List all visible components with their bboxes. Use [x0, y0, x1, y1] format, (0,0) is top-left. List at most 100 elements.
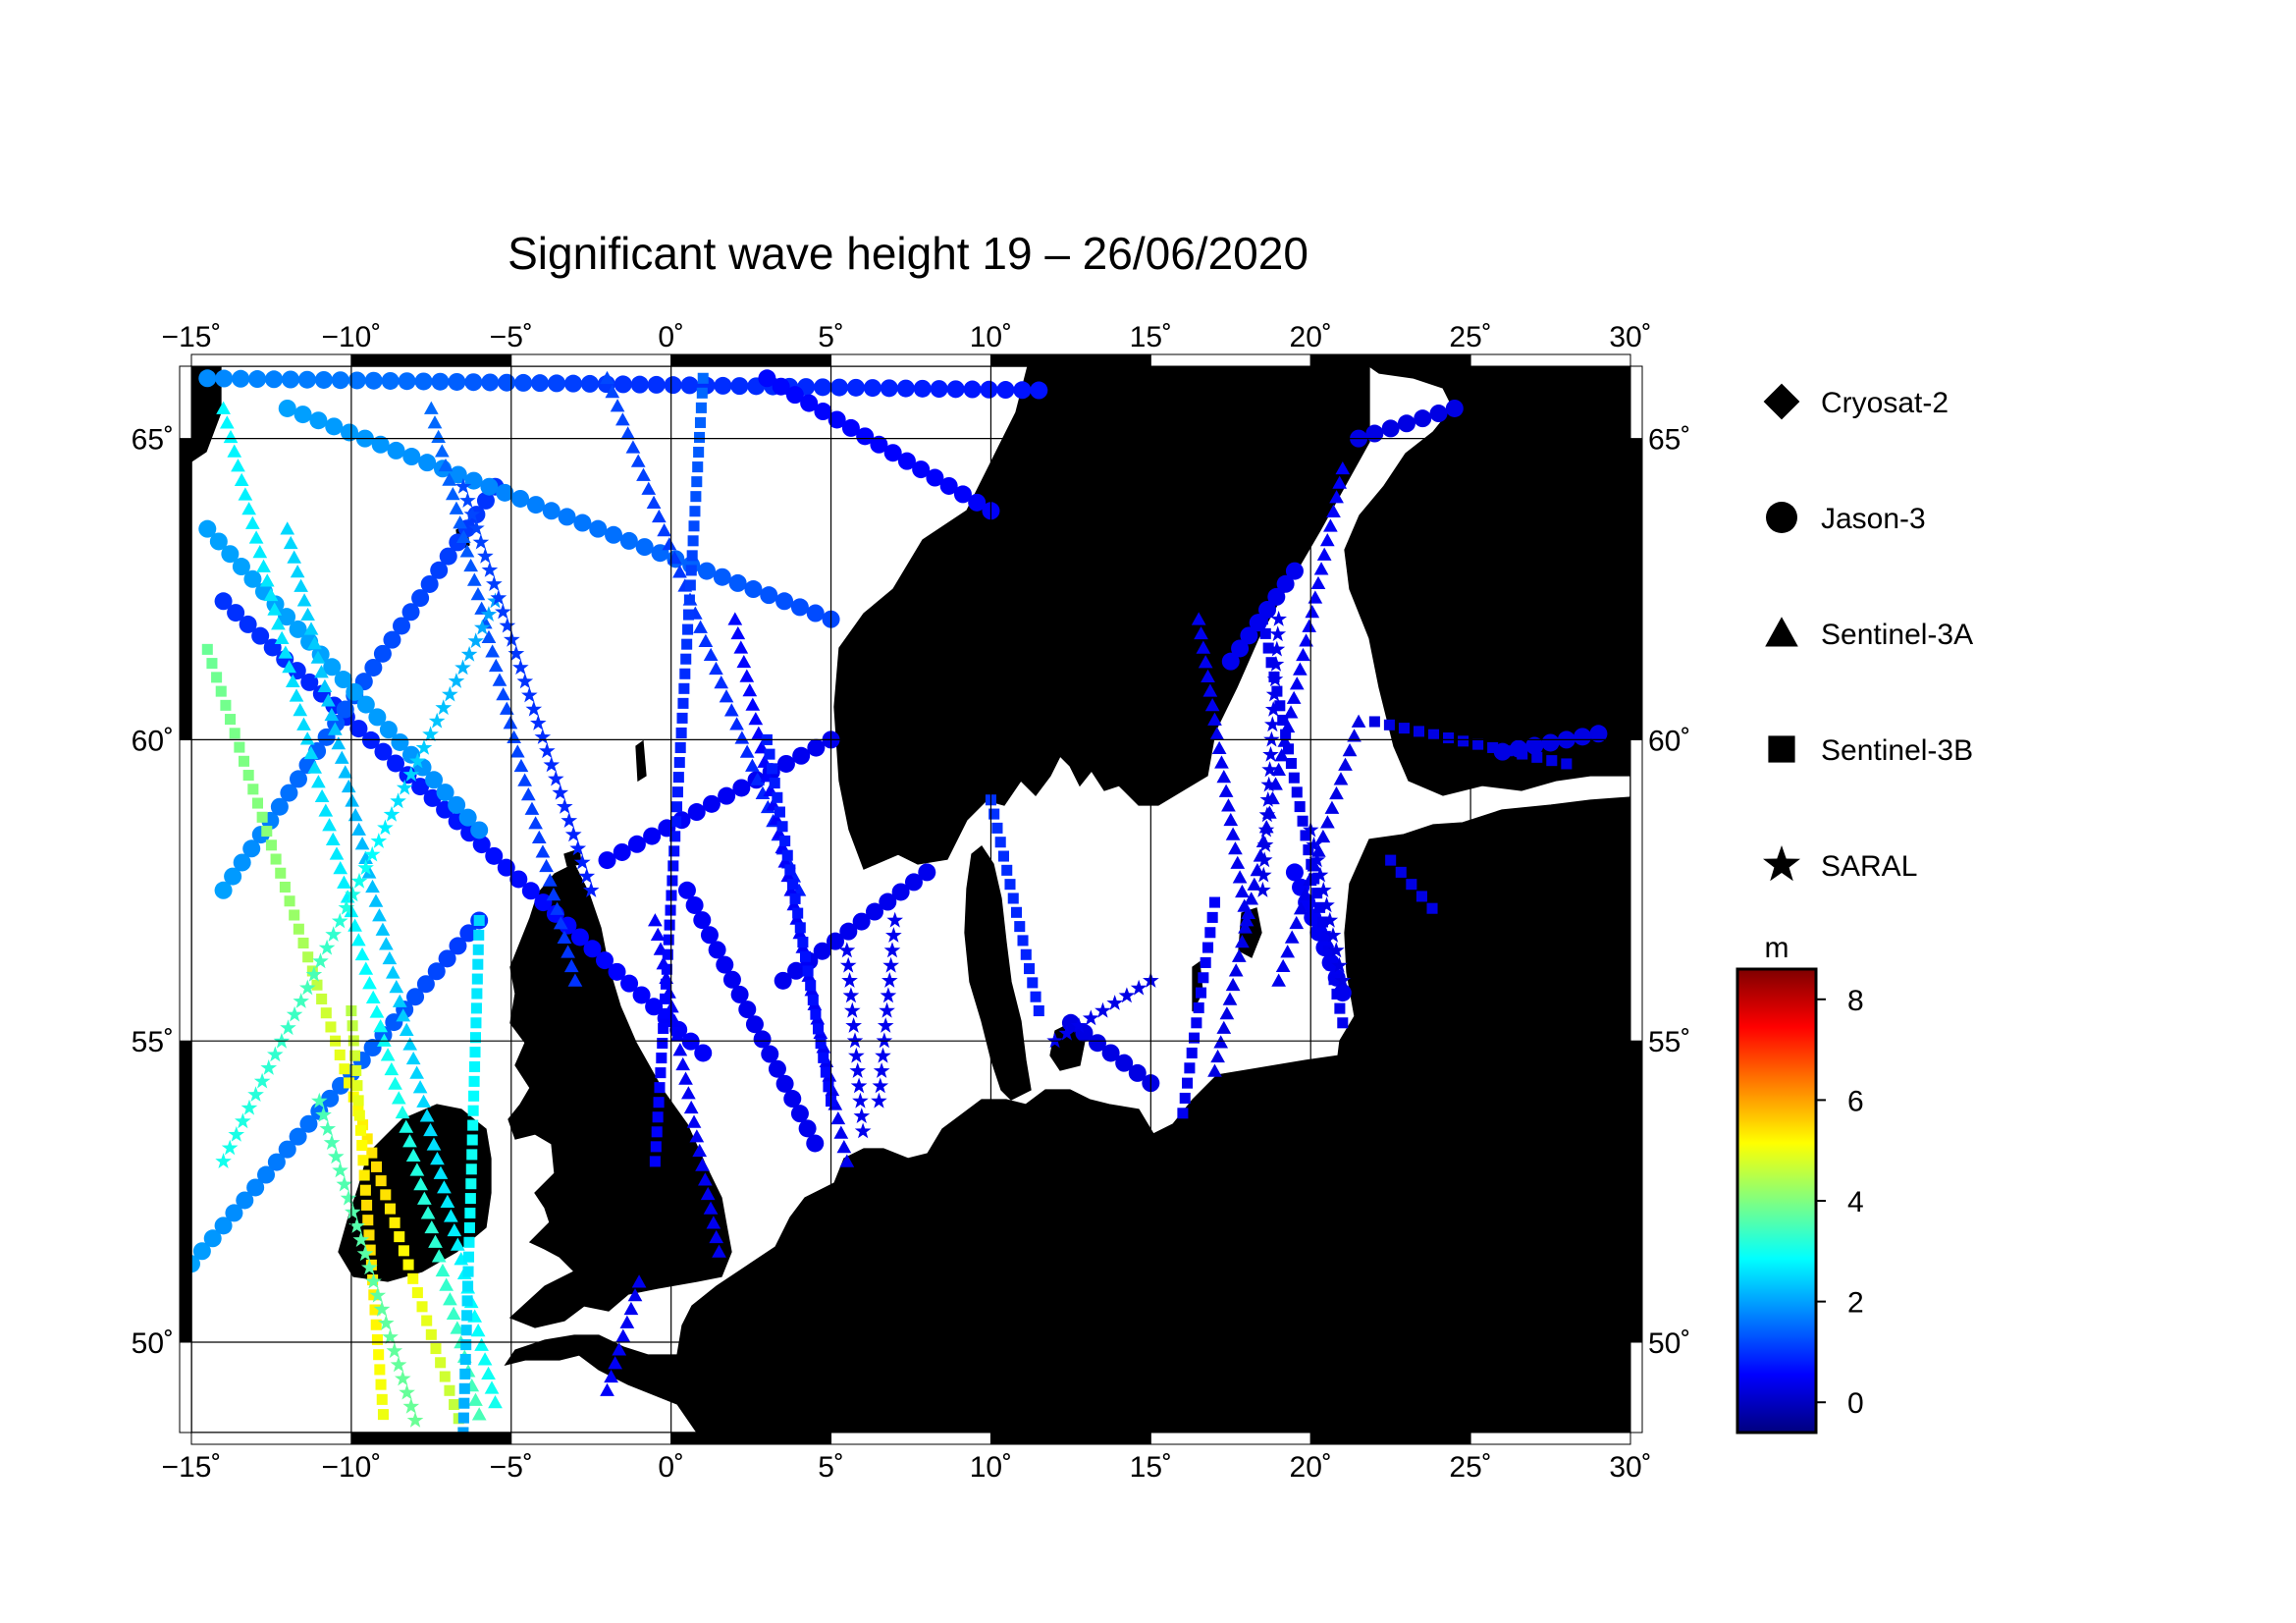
- track-point: [676, 712, 688, 724]
- track-point: [416, 975, 435, 994]
- track-point: [480, 606, 498, 622]
- track-point: [839, 956, 857, 973]
- track-point: [706, 1216, 721, 1229]
- track-point: [744, 580, 763, 599]
- track-point: [232, 369, 250, 388]
- track-point: [1302, 619, 1317, 632]
- track-point: [650, 927, 666, 942]
- track-point: [450, 1237, 465, 1251]
- track-point: [897, 452, 916, 470]
- track-point: [1541, 733, 1560, 752]
- track-point: [1285, 757, 1297, 770]
- track-point: [439, 1371, 451, 1382]
- bottom-longitude-label: 0˚: [658, 1451, 684, 1484]
- map-panel: −15˚ −15˚ −10˚ −10˚ −5˚ −5˚ 0˚ 0˚ 5˚ 5˚ 10˚ 10˚ 15˚ 1…: [132, 321, 1691, 1484]
- track-point: [468, 1392, 483, 1406]
- track-point: [649, 1156, 661, 1167]
- track-point: [659, 993, 671, 1004]
- track-point: [241, 502, 256, 515]
- track-point: [362, 976, 377, 990]
- track-point: [728, 573, 747, 592]
- track-point: [357, 1155, 369, 1166]
- track-point: [631, 1274, 647, 1288]
- track-point: [758, 369, 776, 388]
- track-point: [1293, 662, 1308, 676]
- track-point: [278, 1140, 296, 1159]
- track-point: [376, 1393, 388, 1405]
- track-point: [1257, 821, 1275, 838]
- left-scale-bar-segment: [179, 738, 192, 1042]
- track-point: [815, 1038, 827, 1050]
- track-point: [686, 550, 698, 562]
- track-point: [619, 1315, 635, 1328]
- track-point: [872, 1077, 889, 1094]
- track-point: [1070, 1017, 1088, 1033]
- track-point: [459, 1368, 471, 1380]
- track-point: [395, 1105, 410, 1119]
- track-point: [455, 529, 471, 543]
- track-point: [1193, 1001, 1204, 1013]
- track-point: [1239, 913, 1255, 927]
- track-point: [1413, 726, 1425, 737]
- track-point: [739, 669, 755, 682]
- track-point: [427, 962, 446, 981]
- track-point: [307, 635, 322, 650]
- track-point: [669, 831, 681, 842]
- track-point: [839, 1154, 855, 1167]
- track-point: [557, 930, 572, 944]
- track-point: [722, 970, 741, 989]
- track-point: [769, 778, 780, 789]
- top-longitude-label: 30˚: [1609, 321, 1651, 353]
- track-point: [842, 987, 860, 1003]
- track-point: [496, 483, 514, 502]
- colorbar-unit: m: [1765, 932, 1789, 964]
- track-point: [345, 1203, 361, 1219]
- track-point: [1275, 958, 1291, 973]
- track-point: [615, 1328, 631, 1342]
- track-point: [776, 754, 795, 773]
- bottom-longitude-label: 15˚: [1130, 1451, 1172, 1484]
- track-point: [807, 994, 819, 1005]
- track-point: [364, 1244, 376, 1256]
- track-point: [543, 756, 561, 773]
- track-point: [1010, 906, 1023, 918]
- track-point: [661, 963, 672, 975]
- track-point: [689, 506, 701, 517]
- track-point: [361, 1199, 373, 1211]
- track-point: [391, 732, 409, 751]
- track-point: [247, 784, 259, 795]
- track-point: [214, 1217, 233, 1235]
- track-point: [345, 886, 361, 902]
- track-point: [1320, 815, 1335, 829]
- track-point: [299, 731, 315, 745]
- track-point: [362, 1215, 374, 1226]
- track-point: [776, 821, 788, 833]
- track-point: [1216, 770, 1232, 784]
- track-point: [192, 1242, 211, 1261]
- bottom-scale-bar-segment: [1469, 1432, 1631, 1445]
- track-point: [488, 658, 504, 673]
- track-point: [201, 643, 213, 655]
- track-point: [435, 699, 453, 716]
- track-point: [1271, 685, 1283, 697]
- track-point: [598, 851, 616, 870]
- track-point: [409, 1163, 425, 1176]
- track-point: [463, 1236, 475, 1248]
- track-point: [390, 1356, 407, 1373]
- track-point: [420, 1206, 436, 1219]
- track-point: [446, 1306, 461, 1321]
- track-point: [366, 1147, 378, 1159]
- track-point: [492, 673, 507, 686]
- track-point: [841, 972, 858, 988]
- track-point: [395, 1370, 411, 1386]
- track-point: [1289, 915, 1305, 930]
- track-point: [396, 1008, 411, 1022]
- track-point: [1216, 1020, 1232, 1034]
- track-point: [473, 914, 485, 926]
- track-point: [1324, 800, 1340, 814]
- track-point: [1531, 751, 1543, 763]
- colorbar-bar: [1735, 967, 1818, 1434]
- track-point: [1316, 916, 1328, 928]
- track-point: [296, 593, 312, 607]
- track-point: [499, 617, 516, 633]
